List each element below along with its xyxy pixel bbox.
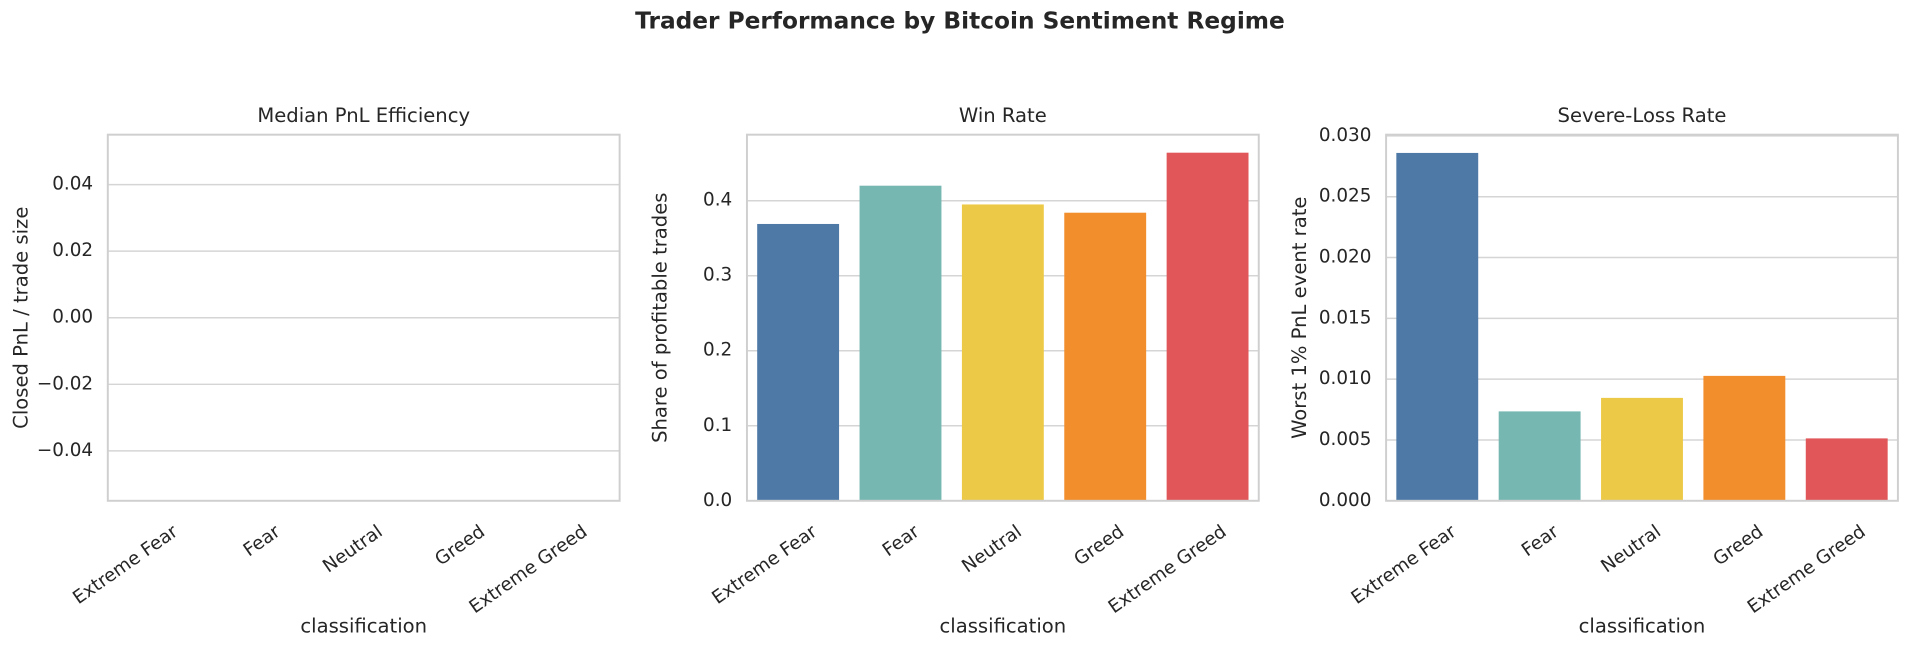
x-tick-label: Neutral: [1597, 521, 1665, 577]
y-tick-label: 0.015: [1319, 307, 1372, 328]
bar: [1064, 212, 1147, 501]
y-tick-label: 0.4: [703, 190, 732, 211]
x-tick-label: Greed: [1070, 521, 1128, 570]
x-tick-label: Extreme Fear: [69, 521, 182, 609]
y-tick-label: 0.005: [1319, 429, 1372, 450]
bar: [1166, 152, 1249, 501]
y-axis-label: Worst 1% PnL event rate: [1288, 197, 1311, 439]
x-tick-label: Neutral: [319, 521, 387, 577]
bar: [757, 223, 840, 501]
x-tick-label: Greed: [1710, 521, 1768, 570]
x-tick-label: Greed: [431, 521, 489, 570]
y-tick-label: 0.1: [703, 415, 732, 436]
y-tick-label: 0.030: [1319, 125, 1372, 146]
y-tick-label: 0.025: [1319, 186, 1372, 207]
y-tick-label: 0.00: [52, 307, 93, 328]
y-tick-label: 0.010: [1319, 368, 1372, 389]
x-axis-label: classification: [940, 614, 1067, 637]
figure-title: Trader Performance by Bitcoin Sentiment …: [635, 8, 1285, 35]
y-tick-label: 0.020: [1319, 247, 1372, 268]
x-tick-label: Extreme Fear: [708, 521, 821, 609]
x-axis-label: classification: [300, 614, 427, 637]
x-tick-label: Fear: [240, 521, 285, 561]
y-axis-label: Share of profitable trades: [649, 193, 672, 443]
bar: [1703, 375, 1786, 501]
subplot-title: Median PnL Efficiency: [257, 104, 470, 127]
bar: [1805, 438, 1888, 501]
bar: [1396, 152, 1479, 501]
y-axis-label: Closed PnL / trade size: [10, 207, 33, 429]
y-tick-label: 0.0: [703, 490, 732, 511]
bar: [859, 185, 942, 501]
y-tick-label: 0.04: [52, 174, 93, 195]
bar: [1601, 397, 1683, 501]
y-tick-label: 0.2: [703, 340, 732, 361]
axes-frame: [1385, 133, 1899, 502]
bar: [1498, 411, 1581, 501]
y-tick-label: 0.3: [703, 265, 732, 286]
axes-frame: [745, 133, 1260, 502]
y-tick-label: −0.02: [37, 373, 93, 394]
subplot-title: Severe-Loss Rate: [1558, 104, 1727, 127]
bar: [961, 204, 1044, 501]
axes-frame: [106, 133, 621, 502]
subplot-title: Win Rate: [959, 104, 1047, 127]
y-tick-label: 0.000: [1319, 490, 1372, 511]
x-tick-label: Neutral: [958, 521, 1026, 577]
x-tick-label: Extreme Fear: [1348, 521, 1461, 609]
x-tick-label: Fear: [879, 521, 924, 561]
y-tick-label: 0.02: [52, 240, 93, 261]
x-axis-label: classification: [1579, 614, 1706, 637]
x-tick-label: Fear: [1518, 521, 1563, 561]
y-tick-label: −0.04: [37, 440, 93, 461]
